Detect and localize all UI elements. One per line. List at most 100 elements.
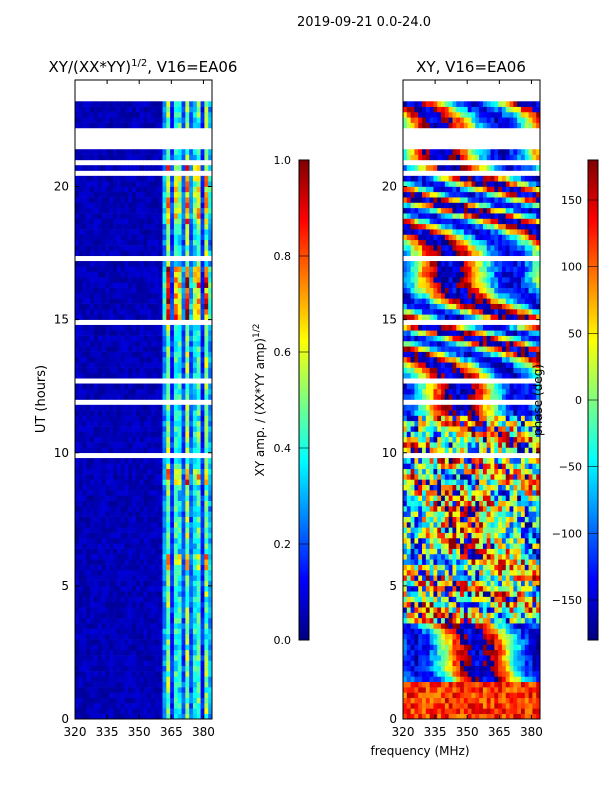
amplitude-cell — [204, 569, 209, 576]
amplitude-cell — [154, 676, 160, 683]
amplitude-cell — [105, 506, 110, 512]
amplitude-cell — [82, 181, 87, 187]
amplitude-cell — [173, 490, 179, 496]
phase-cell — [403, 676, 408, 683]
amplitude-cell — [166, 442, 171, 448]
amplitude-cell — [192, 229, 198, 235]
amplitude-cell — [94, 591, 99, 597]
phase-cell — [418, 665, 423, 672]
amplitude-cell — [82, 490, 87, 496]
phase-cell — [486, 548, 491, 555]
phase-cell — [482, 585, 488, 592]
amplitude-cell — [204, 703, 209, 709]
amplitude-cell — [143, 351, 148, 358]
amplitude-cell — [143, 495, 148, 501]
amplitude-cell — [166, 218, 171, 225]
amplitude-cell — [128, 617, 133, 624]
amplitude-cell — [162, 543, 167, 549]
amplitude-cell — [181, 495, 186, 501]
phase-cell — [520, 639, 526, 645]
amplitude-cell — [158, 532, 163, 539]
phase-cell — [448, 596, 453, 603]
phase-cell — [414, 671, 419, 677]
amplitude-cell — [75, 415, 80, 422]
amplitude-cell — [173, 697, 179, 704]
amplitude-cell — [192, 463, 198, 470]
amplitude-cell — [135, 692, 141, 699]
phase-cell — [425, 633, 431, 640]
amplitude-cell — [105, 293, 110, 299]
amplitude-cell — [173, 708, 179, 714]
amplitude-cell — [97, 596, 103, 603]
amplitude-title: XY/(XX*YY)1/2, V16=EA06 — [49, 58, 238, 76]
amplitude-cell — [166, 692, 171, 699]
amplitude-cell — [97, 463, 103, 470]
amplitude-cell — [120, 713, 125, 719]
amplitude-cell — [170, 101, 175, 107]
amplitude-cell — [120, 474, 125, 480]
amplitude-cell — [200, 617, 205, 624]
amplitude-cell — [204, 293, 209, 299]
phase-cell — [463, 569, 469, 576]
amplitude-cell — [147, 484, 152, 491]
amplitude-cell — [113, 293, 118, 299]
amplitude-cell — [109, 665, 114, 672]
amplitude-cell — [208, 484, 212, 491]
amplitude-cell — [208, 266, 212, 273]
phase-cell — [524, 601, 529, 608]
amplitude-cell — [94, 580, 99, 587]
amplitude-cell — [166, 346, 171, 352]
amplitude-cell — [185, 431, 190, 438]
amplitude-cell — [189, 585, 194, 592]
amplitude-cell — [94, 532, 99, 539]
phase-cell — [452, 655, 457, 661]
amplitude-cell — [132, 186, 137, 193]
amplitude-cell — [132, 713, 137, 719]
amplitude-cell — [162, 245, 167, 251]
amplitude-cell — [189, 250, 194, 257]
amplitude-cell — [192, 324, 198, 331]
amplitude-cell — [162, 697, 167, 704]
amplitude-cell — [189, 479, 194, 486]
amplitude-cell — [200, 207, 205, 214]
phase-cell — [422, 665, 427, 672]
amplitude-cell — [90, 436, 95, 443]
amplitude-cell — [75, 101, 80, 107]
amplitude-cell — [170, 468, 175, 475]
amplitude-cell — [120, 601, 125, 608]
phase-cell — [437, 681, 442, 688]
amplitude-cell — [192, 607, 198, 613]
amplitude-cell — [75, 564, 80, 571]
amplitude-cell — [128, 404, 133, 411]
phase-cell — [467, 564, 472, 571]
amplitude-cell — [124, 612, 129, 619]
amplitude-cell — [94, 383, 99, 390]
amplitude-cell — [151, 601, 156, 608]
amplitude-cell — [82, 708, 87, 714]
phase-cell — [482, 580, 488, 587]
phase-cell — [520, 697, 526, 704]
amplitude-cell — [124, 660, 129, 667]
amplitude-cell — [173, 250, 179, 257]
amplitude-cell — [192, 713, 198, 719]
phase-cell — [418, 697, 423, 704]
amplitude-cell — [204, 362, 209, 368]
phase-cell — [501, 703, 507, 709]
amplitude-cell — [166, 553, 171, 560]
amplitude-cell — [101, 261, 106, 267]
amplitude-cell — [170, 314, 175, 320]
amplitude-cell — [196, 175, 201, 182]
amplitude-cell — [113, 431, 118, 438]
amplitude-cell — [90, 633, 95, 640]
amplitude-cell — [151, 271, 156, 278]
amplitude-cell — [82, 474, 87, 480]
phase-cell — [524, 671, 529, 677]
phase-cell — [460, 665, 465, 672]
phase-cell — [524, 703, 529, 709]
amplitude-cell — [128, 511, 133, 517]
phase-cell — [498, 623, 503, 629]
amplitude-cell — [185, 303, 190, 310]
amplitude-cell — [86, 106, 91, 113]
phase-cell — [460, 649, 465, 656]
amplitude-cell — [120, 420, 125, 427]
